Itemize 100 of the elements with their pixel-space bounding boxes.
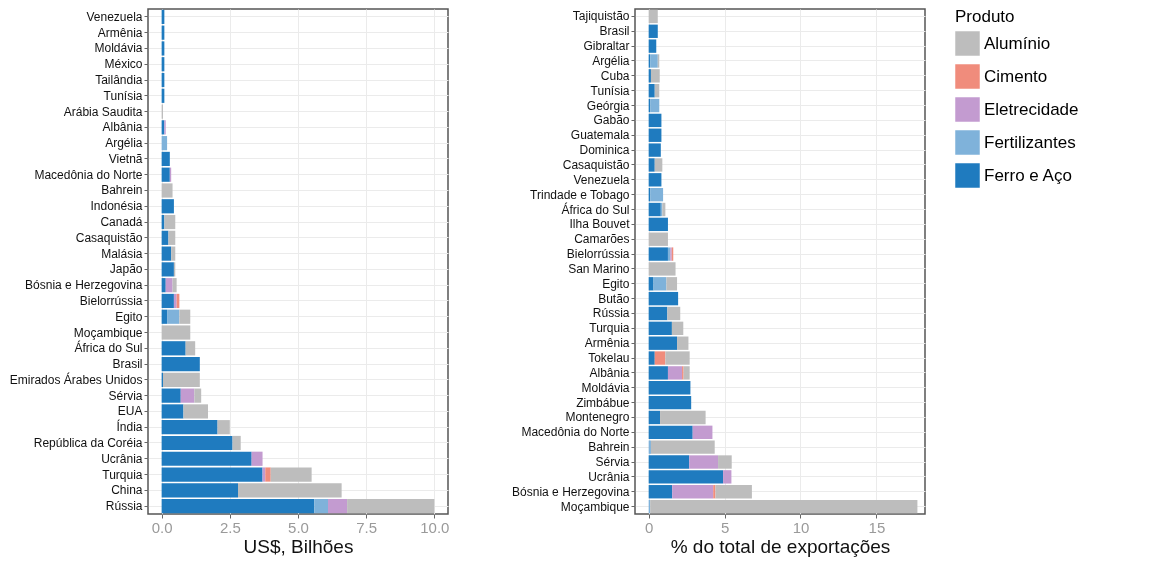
y-tick-label: Zimbábue <box>576 395 630 410</box>
bar <box>648 202 661 217</box>
y-tick-label: República da Coréia <box>33 435 143 450</box>
y-tick-label: Guatemala <box>570 128 630 143</box>
bar <box>654 158 663 172</box>
bar <box>161 167 170 182</box>
y-tick-label: Bahrein <box>588 440 630 455</box>
bar <box>650 54 658 68</box>
bar <box>164 214 176 230</box>
bar <box>648 306 668 321</box>
y-tick-label: Trindade e Tobago <box>530 187 630 202</box>
y-tick-label: Dominica <box>579 143 630 158</box>
bar <box>161 435 233 451</box>
bar <box>672 485 714 499</box>
legend-title: Produto <box>955 7 1015 26</box>
legend-label: Ferro e Aço <box>984 165 1072 185</box>
y-tick-label: Ucrânia <box>101 451 143 466</box>
bar <box>347 499 435 514</box>
bar <box>161 293 174 309</box>
y-tick-label: Venezuela <box>573 172 630 187</box>
y-tick-label: Arábia Saudita <box>63 104 143 119</box>
x-tick-label: 2.5 <box>219 518 241 536</box>
y-tick-label: Egito <box>115 309 143 324</box>
x-tick-label: 7.5 <box>356 518 378 536</box>
bar <box>161 341 186 356</box>
y-tick-label: Albânia <box>589 365 630 380</box>
y-tick-label: Argélia <box>105 136 143 151</box>
bar <box>648 291 679 306</box>
bar <box>692 425 713 439</box>
bar <box>161 278 166 293</box>
y-tick-label: Bósnia e Herzegovina <box>25 278 143 293</box>
bar <box>314 499 328 514</box>
bar <box>163 372 200 387</box>
bar <box>161 309 168 324</box>
x-axis-title: US$, Bilhões <box>243 535 354 557</box>
y-tick-label: China <box>111 483 143 498</box>
bar <box>715 485 752 499</box>
y-tick-label: Canadá <box>100 215 143 230</box>
y-tick-label: Gibraltar <box>583 39 630 54</box>
y-tick-label: Moldávia <box>94 41 143 56</box>
bar <box>648 395 692 410</box>
y-tick-label: Tajiquistão <box>572 9 630 24</box>
bar <box>671 321 684 336</box>
y-tick-label: Malásia <box>101 246 143 261</box>
bar <box>648 217 668 232</box>
bar <box>689 455 719 469</box>
bar <box>667 366 683 380</box>
bar <box>648 321 672 336</box>
bar <box>161 136 168 151</box>
y-tick-label: Venezuela <box>86 9 143 24</box>
x-tick-label: 15 <box>868 518 886 536</box>
bar <box>172 278 177 293</box>
y-tick-label: Emirados Árabes Unidos <box>9 371 143 387</box>
bar <box>161 151 170 167</box>
legend-label: Cimento <box>984 66 1048 86</box>
y-tick-label: Índia <box>116 419 143 435</box>
y-tick-label: Casaquistão <box>75 230 143 245</box>
y-tick-label: Moçambique <box>73 325 143 340</box>
y-tick-label: Tunísia <box>103 88 143 103</box>
bar <box>653 277 667 291</box>
y-tick-label: Indonésia <box>90 199 143 214</box>
bar <box>168 230 176 245</box>
y-tick-label: Japão <box>109 262 143 277</box>
y-tick-label: Ilha Bouvet <box>569 217 631 232</box>
bar <box>648 113 662 128</box>
y-tick-label: Brasil <box>112 357 143 372</box>
y-tick-label: Casaquistão <box>562 157 630 172</box>
y-tick-label: Bielorrússia <box>566 247 630 262</box>
x-tick-label: 5.0 <box>288 518 309 536</box>
bar <box>650 187 664 202</box>
bar <box>650 499 918 514</box>
bar <box>161 199 174 214</box>
y-tick-label: San Marino <box>568 261 630 276</box>
y-tick-label: Vietnã <box>108 151 143 166</box>
bar <box>667 306 681 321</box>
y-tick-label: Rússia <box>105 499 143 514</box>
bar <box>251 451 263 466</box>
y-tick-label: Albânia <box>102 120 143 135</box>
bar <box>265 467 271 482</box>
y-tick-label: Argélia <box>592 53 630 68</box>
y-tick-label: EUA <box>117 404 143 419</box>
y-tick-label: Turquia <box>589 321 630 336</box>
bar <box>654 351 666 365</box>
x-axis-title: % do total de exportações <box>670 535 891 557</box>
bar <box>328 499 348 514</box>
bar <box>161 499 315 514</box>
bar <box>648 247 668 261</box>
bar <box>723 470 732 484</box>
bar <box>650 98 660 113</box>
y-tick-label: Tailândia <box>95 73 143 88</box>
legend-label: Alumínio <box>984 33 1051 53</box>
y-tick-label: Bahrein <box>101 183 143 198</box>
bar <box>161 356 200 372</box>
y-tick-label: Geórgia <box>586 98 630 113</box>
y-tick-label: Macedônia do Norte <box>521 425 630 440</box>
y-tick-label: Moldávia <box>581 380 630 395</box>
bar <box>648 440 651 454</box>
y-tick-label: África do Sul <box>561 201 630 217</box>
bar <box>648 425 693 439</box>
y-tick-label: África do Sul <box>74 340 143 356</box>
